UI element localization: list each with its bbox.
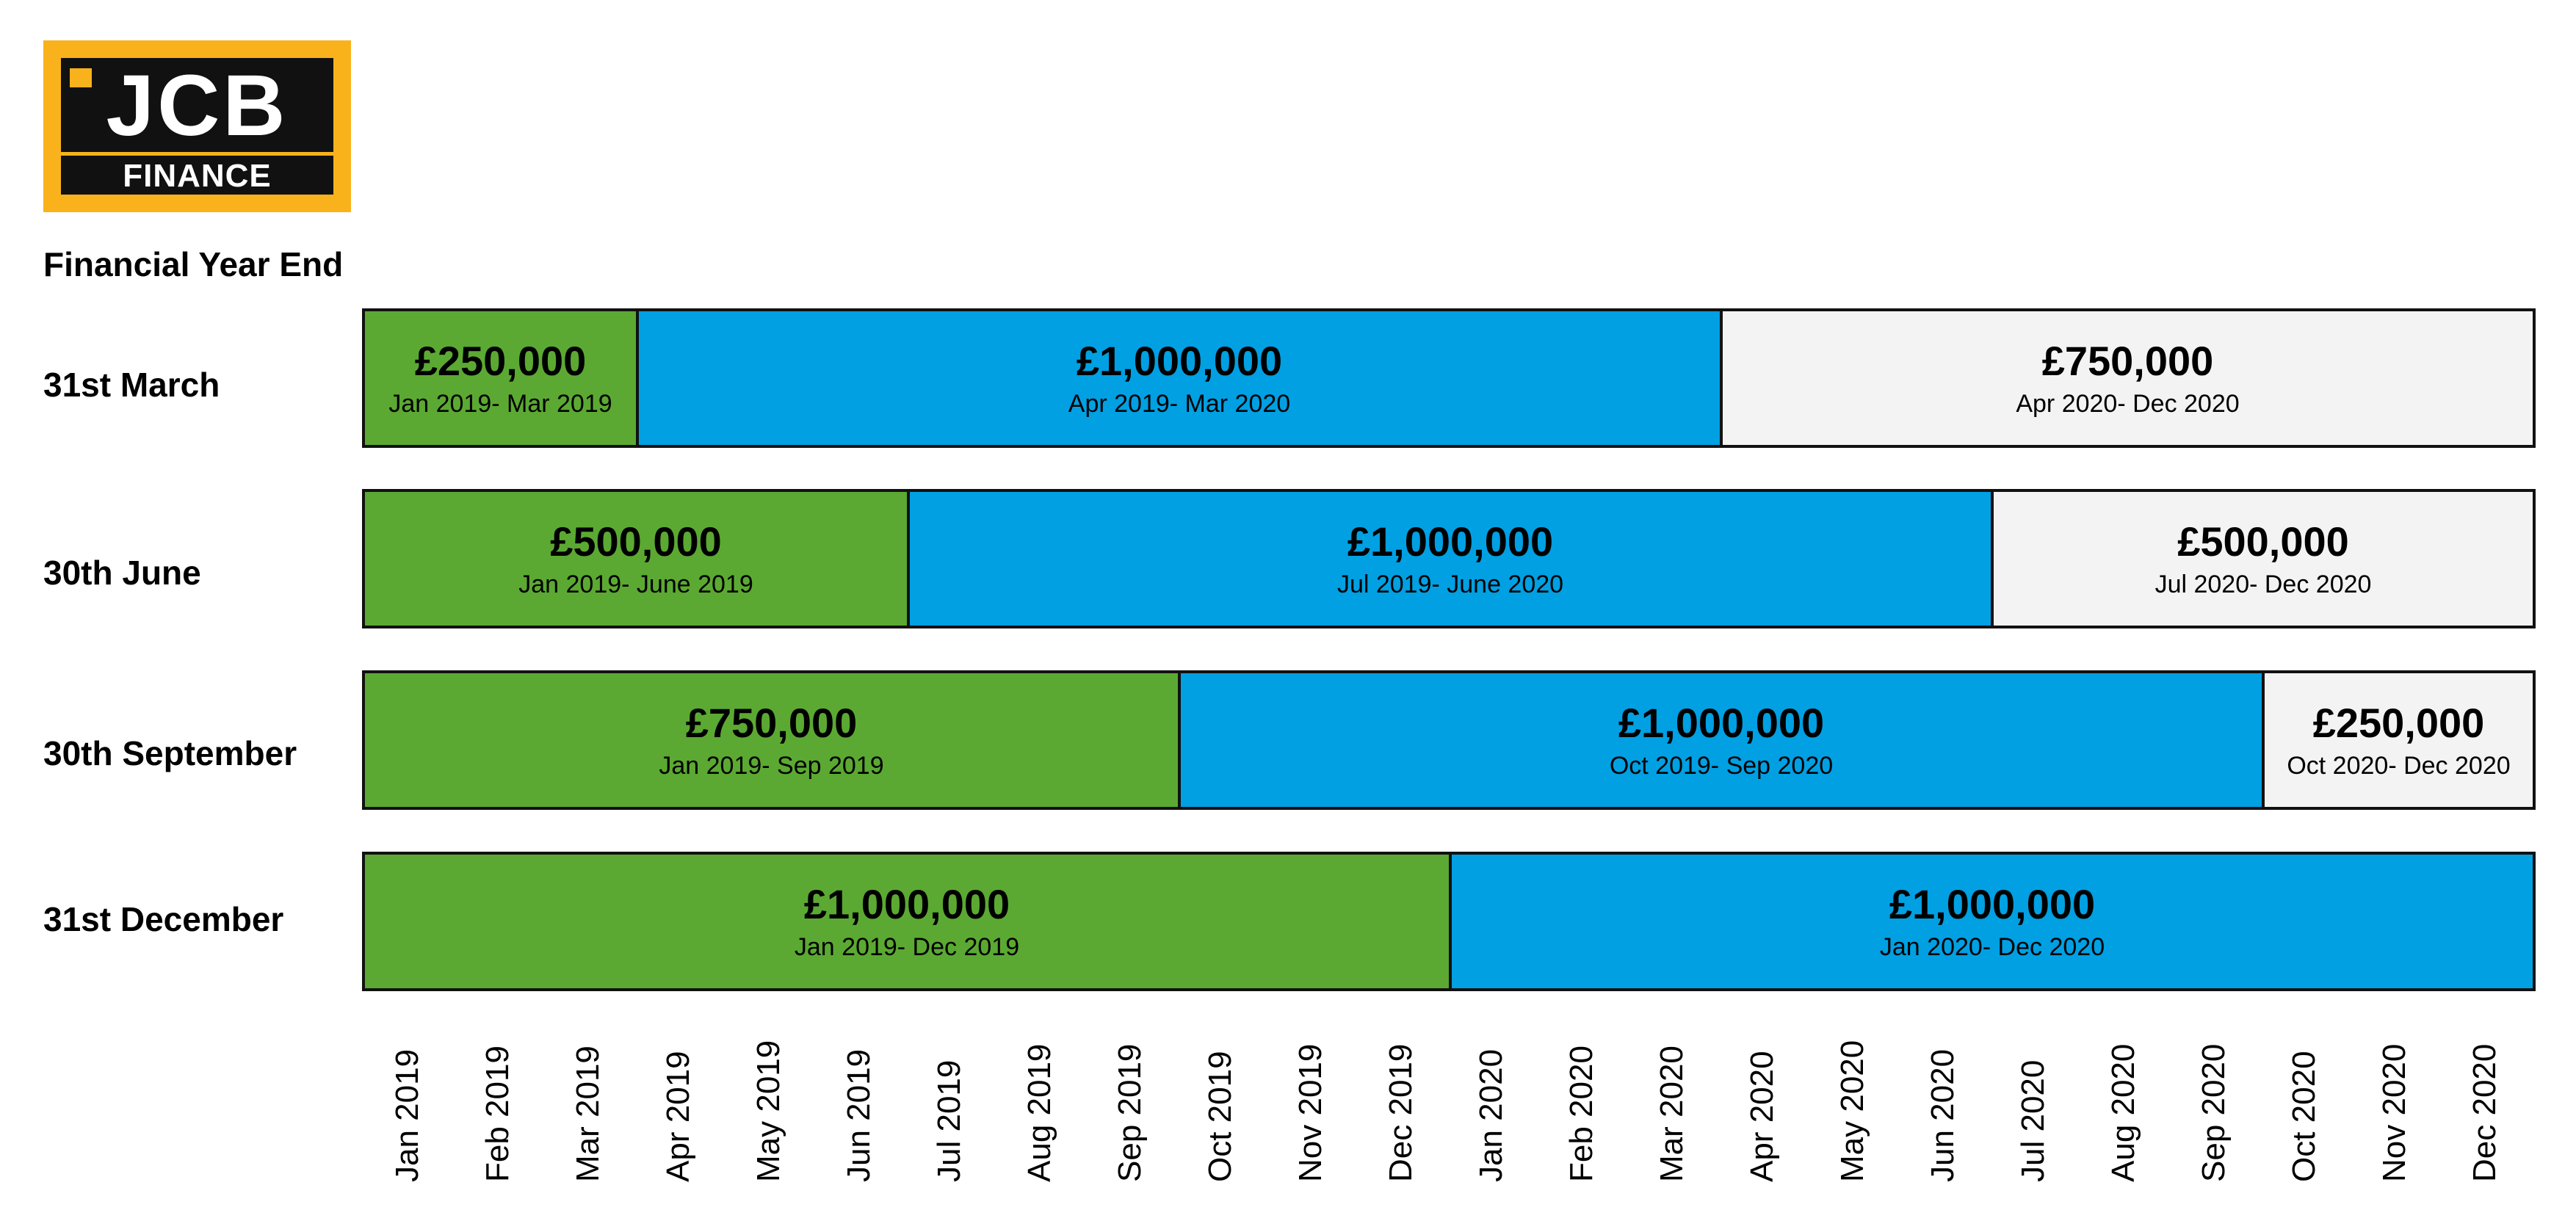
- month-tick: Jun 2020: [1921, 1013, 1965, 1182]
- segment-amount: £1,000,000: [1347, 518, 1554, 565]
- timeline-segment: £1,000,000 Oct 2019- Sep 2020: [1178, 673, 2262, 807]
- segment-period: Oct 2020- Dec 2020: [2287, 752, 2511, 780]
- month-tick: Jan 2020: [1469, 1013, 1513, 1182]
- month-tick: Dec 2020: [2463, 1013, 2507, 1182]
- month-tick: Aug 2019: [1018, 1013, 1062, 1182]
- logo-badge-icon: [68, 67, 93, 89]
- month-tick: Oct 2020: [2282, 1013, 2326, 1182]
- row-label: 30th September: [43, 734, 297, 772]
- month-tick-label: Jan 2019: [388, 1048, 425, 1182]
- segment-period: Jul 2019- June 2020: [1336, 570, 1564, 598]
- month-tick-label: May 2020: [1834, 1040, 1870, 1182]
- month-tick: Feb 2019: [476, 1013, 520, 1182]
- month-tick: Dec 2019: [1379, 1013, 1423, 1182]
- month-tick-label: Jul 2019: [930, 1059, 967, 1182]
- segment-period: Jan 2019- Dec 2019: [794, 933, 1020, 961]
- segment-period: Jan 2019- Sep 2019: [659, 752, 884, 780]
- segment-amount: £750,000: [2041, 338, 2214, 384]
- month-tick-label: Feb 2020: [1563, 1046, 1599, 1182]
- month-tick: Sep 2020: [2192, 1013, 2236, 1182]
- segment-amount: £250,000: [414, 338, 587, 384]
- month-tick: May 2019: [747, 1013, 791, 1182]
- row-label: 31st December: [43, 900, 284, 938]
- month-tick-label: Jun 2019: [840, 1048, 877, 1182]
- month-tick: Mar 2019: [566, 1013, 610, 1182]
- logo-divider: [61, 152, 333, 156]
- month-tick-label: Feb 2019: [479, 1046, 515, 1182]
- timeline-segment: £750,000 Jan 2019- Sep 2019: [365, 673, 1178, 807]
- month-tick: Aug 2020: [2102, 1013, 2146, 1182]
- month-tick: Apr 2019: [656, 1013, 701, 1182]
- chart-heading: Financial Year End: [43, 245, 344, 283]
- timeline-segment: £500,000 Jul 2020- Dec 2020: [1991, 492, 2533, 626]
- month-tick: Jun 2019: [837, 1013, 881, 1182]
- segment-amount: £500,000: [550, 518, 722, 565]
- timeline-segment: £750,000 Apr 2020- Dec 2020: [1720, 311, 2533, 445]
- month-tick-label: Oct 2020: [2285, 1051, 2322, 1182]
- timeline-segment: £1,000,000 Jul 2019- June 2020: [907, 492, 1991, 626]
- logo-brand: JCB: [61, 62, 333, 149]
- month-axis: Jan 2019 Feb 2019 Mar 2019 Apr 2019 May 2019…: [362, 1013, 2536, 1182]
- segment-period: Jan 2019- June 2019: [518, 570, 753, 598]
- month-tick: May 2020: [1831, 1013, 1875, 1182]
- segment-period: Oct 2019- Sep 2020: [1609, 752, 1834, 780]
- timeline-row: £250,000 Jan 2019- Mar 2019 £1,000,000 Apr …: [362, 308, 2536, 448]
- month-tick-label: Oct 2019: [1201, 1051, 1238, 1182]
- timeline-segment: £1,000,000 Jan 2019- Dec 2019: [365, 855, 1449, 988]
- month-tick-label: Sep 2020: [2195, 1043, 2232, 1182]
- month-tick: Apr 2020: [1740, 1013, 1784, 1182]
- timeline-segment: £250,000 Jan 2019- Mar 2019: [365, 311, 636, 445]
- month-tick-label: Aug 2020: [2105, 1043, 2141, 1182]
- month-tick-label: Jul 2020: [2014, 1059, 2051, 1182]
- timeline-row: £750,000 Jan 2019- Sep 2019 £1,000,000 Oct …: [362, 670, 2536, 810]
- month-tick-label: Sep 2019: [1111, 1043, 1148, 1182]
- segment-period: Apr 2020- Dec 2020: [2016, 390, 2240, 418]
- month-tick: Jul 2019: [927, 1013, 972, 1182]
- segment-period: Jan 2019- Mar 2019: [388, 390, 612, 418]
- logo-panel: JCB FINANCE: [61, 58, 333, 195]
- timeline-segment: £1,000,000 Jan 2020- Dec 2020: [1449, 855, 2533, 988]
- segment-amount: £750,000: [685, 700, 858, 746]
- month-tick-label: Dec 2019: [1382, 1043, 1419, 1182]
- month-tick-label: Nov 2020: [2376, 1043, 2412, 1182]
- month-tick-label: Dec 2020: [2466, 1043, 2503, 1182]
- month-tick: Jul 2020: [2011, 1013, 2055, 1182]
- segment-period: Apr 2019- Mar 2020: [1068, 390, 1291, 418]
- segment-amount: £1,000,000: [1076, 338, 1283, 384]
- month-tick-label: Jun 2020: [1924, 1048, 1961, 1182]
- segment-amount: £500,000: [2177, 518, 2349, 565]
- logo-brand-text: JCB: [106, 57, 289, 154]
- segment-amount: £1,000,000: [1889, 881, 2096, 927]
- timeline-segment: £1,000,000 Apr 2019- Mar 2020: [636, 311, 1720, 445]
- timeline-row: £500,000 Jan 2019- June 2019 £1,000,000 Jul…: [362, 489, 2536, 628]
- month-tick-label: Mar 2019: [569, 1046, 606, 1182]
- segment-amount: £1,000,000: [803, 881, 1010, 927]
- segment-period: Jul 2020- Dec 2020: [2154, 570, 2372, 598]
- timeline-segment: £250,000 Oct 2020- Dec 2020: [2262, 673, 2533, 807]
- month-tick-label: Apr 2020: [1743, 1051, 1780, 1182]
- month-tick-label: Apr 2019: [659, 1051, 696, 1182]
- month-tick-label: Nov 2019: [1292, 1043, 1328, 1182]
- month-tick: Sep 2019: [1108, 1013, 1152, 1182]
- timeline-segment: £500,000 Jan 2019- June 2019: [365, 492, 907, 626]
- month-tick: Jan 2019: [386, 1013, 430, 1182]
- row-label: 30th June: [43, 554, 201, 592]
- month-tick: Nov 2019: [1289, 1013, 1333, 1182]
- month-tick-label: Mar 2020: [1653, 1046, 1690, 1182]
- month-tick: Oct 2019: [1198, 1013, 1242, 1182]
- month-tick-label: May 2019: [750, 1040, 786, 1182]
- month-tick-label: Aug 2019: [1021, 1043, 1057, 1182]
- segment-amount: £250,000: [2312, 700, 2485, 746]
- month-tick-label: Jan 2020: [1472, 1048, 1509, 1182]
- row-label: 31st March: [43, 366, 220, 404]
- month-tick: Feb 2020: [1560, 1013, 1604, 1182]
- segment-period: Jan 2020- Dec 2020: [1879, 933, 2105, 961]
- month-tick: Mar 2020: [1650, 1013, 1694, 1182]
- jcb-finance-logo: JCB FINANCE: [43, 40, 351, 212]
- month-tick: Nov 2020: [2373, 1013, 2417, 1182]
- segment-amount: £1,000,000: [1618, 700, 1825, 746]
- logo-subtitle: FINANCE: [123, 158, 272, 194]
- timeline-row: £1,000,000 Jan 2019- Dec 2019 £1,000,000 Ja…: [362, 852, 2536, 991]
